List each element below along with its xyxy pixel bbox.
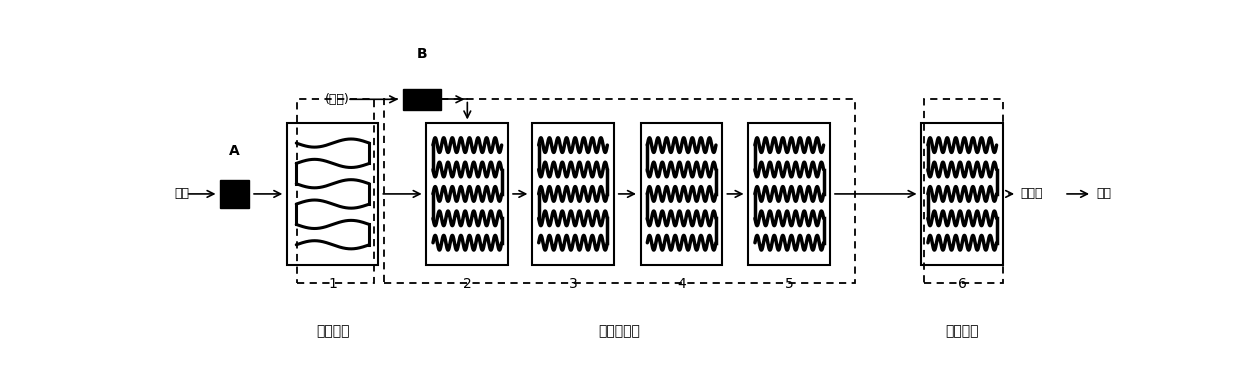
Text: 降温模块: 降温模块 bbox=[945, 324, 980, 338]
Text: 反应模块组: 反应模块组 bbox=[598, 324, 640, 338]
Text: B: B bbox=[417, 47, 428, 61]
Bar bbox=[221, 180, 249, 208]
Text: 3: 3 bbox=[569, 277, 578, 291]
Text: A: A bbox=[229, 144, 241, 159]
Bar bbox=[403, 89, 441, 110]
Text: 4: 4 bbox=[677, 277, 686, 291]
Text: 2: 2 bbox=[463, 277, 471, 291]
Text: 5: 5 bbox=[785, 277, 794, 291]
Text: 6: 6 bbox=[957, 277, 967, 291]
Text: 后处理: 后处理 bbox=[1019, 187, 1043, 200]
Text: 产品: 产品 bbox=[1096, 187, 1112, 200]
Text: (氯气): (氯气) bbox=[325, 93, 350, 106]
Text: 物料: 物料 bbox=[174, 187, 190, 200]
Text: 1: 1 bbox=[329, 277, 337, 291]
Text: 预热模块: 预热模块 bbox=[316, 324, 350, 338]
